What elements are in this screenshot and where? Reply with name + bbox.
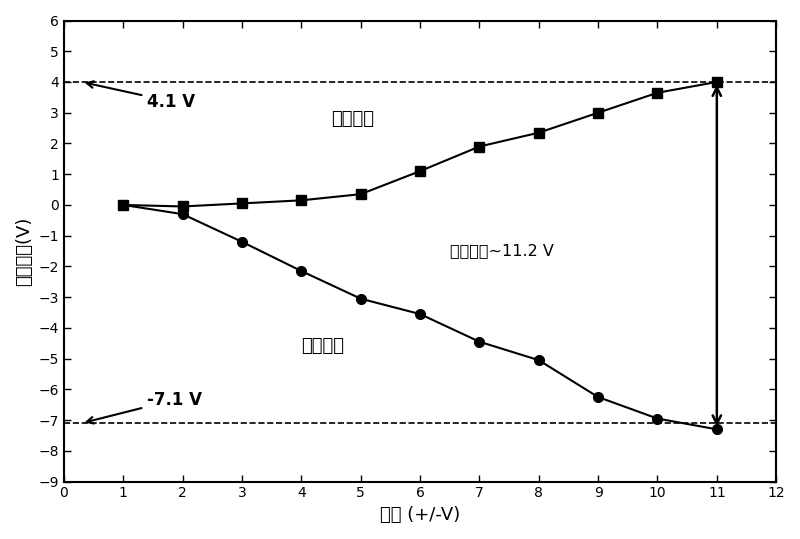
X-axis label: 电压 (+/-V): 电压 (+/-V) xyxy=(380,506,460,524)
Text: 电子注入: 电子注入 xyxy=(331,110,374,128)
Text: 4.1 V: 4.1 V xyxy=(86,81,195,110)
Y-axis label: 平带电压(V): 平带电压(V) xyxy=(15,216,33,286)
Text: 电压变化~11.2 V: 电压变化~11.2 V xyxy=(450,244,554,259)
Text: 空穴注入: 空穴注入 xyxy=(302,337,344,355)
Text: -7.1 V: -7.1 V xyxy=(86,391,202,424)
